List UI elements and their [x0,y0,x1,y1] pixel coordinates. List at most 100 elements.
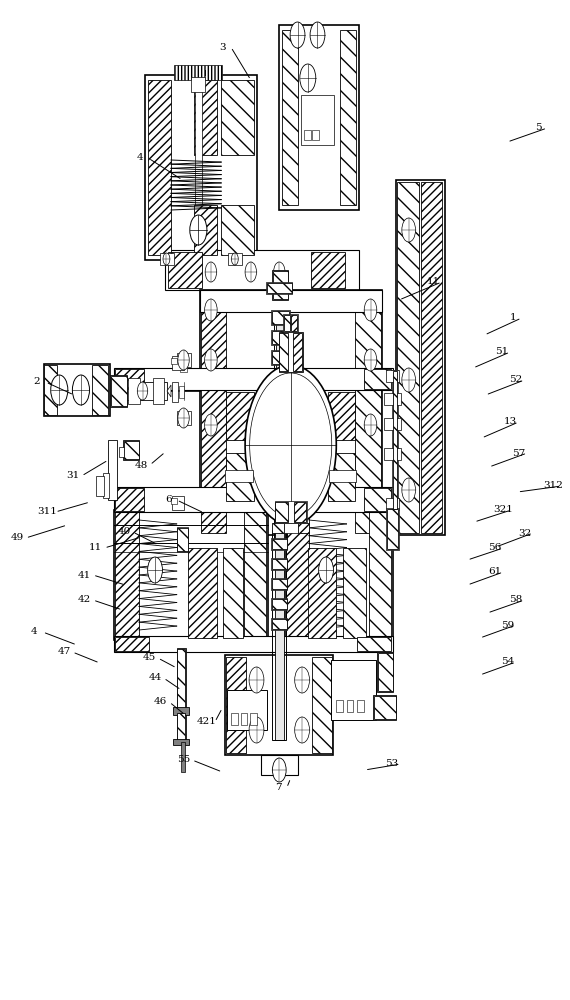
Bar [188,548,217,638]
Bar [160,253,174,265]
Bar [328,392,355,440]
Bar [124,441,139,459]
Circle shape [231,253,238,265]
Bar [267,283,292,293]
Circle shape [402,478,416,502]
Bar [194,205,217,255]
Bar [272,559,287,569]
Bar [373,695,396,720]
Bar [386,508,399,550]
Text: 11: 11 [89,544,103,552]
Bar [168,252,202,288]
Circle shape [295,717,310,743]
Bar [293,333,302,371]
Text: 49: 49 [10,534,24,542]
Text: 32: 32 [518,528,531,538]
Bar [279,523,302,533]
Bar [272,270,288,300]
Bar [272,579,287,589]
Text: 2: 2 [34,377,40,386]
Text: 1: 1 [510,314,516,322]
Text: 11: 11 [426,277,440,286]
Bar [225,470,253,482]
Bar [44,364,110,416]
Bar [336,700,343,712]
Bar [312,657,332,753]
Text: 45: 45 [142,654,156,662]
Circle shape [364,349,377,371]
Bar [148,80,171,255]
Circle shape [178,408,189,428]
Bar [177,713,185,741]
Bar [279,25,359,210]
Bar [357,700,364,712]
Bar [226,392,254,440]
Text: 59: 59 [500,620,514,630]
Circle shape [205,262,217,282]
Bar [377,652,393,692]
Bar [241,713,247,725]
Bar [272,331,289,344]
Bar [343,548,366,638]
Circle shape [402,368,416,392]
Bar [384,418,401,430]
Bar [387,509,398,549]
Bar [111,376,127,406]
Bar [374,696,396,719]
Text: 42: 42 [78,595,91,604]
Bar [329,470,356,482]
Text: 51: 51 [495,348,508,357]
Bar [201,292,226,533]
Bar [227,690,267,730]
Bar [396,180,445,535]
Bar [286,512,309,638]
Bar [221,205,254,255]
Bar [114,510,268,640]
Bar [271,578,287,590]
Text: 44: 44 [148,674,162,682]
Bar [173,739,189,745]
Bar [272,311,289,324]
Polygon shape [167,385,171,397]
Bar [123,440,139,460]
Bar [275,501,307,523]
Bar [177,353,191,367]
Bar [369,512,391,638]
Bar [301,95,334,145]
Bar [284,315,290,331]
Bar [226,453,254,501]
Bar [96,476,104,496]
Bar [340,30,356,205]
Bar [231,713,238,725]
Bar [331,660,376,720]
Bar [228,253,242,265]
Bar [355,292,381,533]
Bar [291,315,297,331]
Circle shape [272,758,286,782]
Bar [272,523,284,533]
Bar [194,80,217,155]
Bar [272,351,289,364]
Bar [272,530,286,740]
Circle shape [249,717,264,743]
Bar [114,487,393,512]
Bar [271,558,287,570]
Bar [384,393,401,405]
Text: 3: 3 [219,42,226,51]
Bar [266,282,292,294]
Circle shape [205,349,217,371]
Text: 321: 321 [493,506,512,514]
Bar [44,365,57,415]
Bar [223,548,243,638]
Bar [114,368,393,390]
Bar [115,369,144,389]
Bar [110,382,167,400]
Bar [261,755,298,775]
Bar [115,637,149,651]
Bar [221,80,254,155]
Bar [304,130,311,140]
Bar [110,375,127,407]
Bar [128,378,140,404]
Text: 56: 56 [488,544,502,552]
Bar [177,527,188,552]
